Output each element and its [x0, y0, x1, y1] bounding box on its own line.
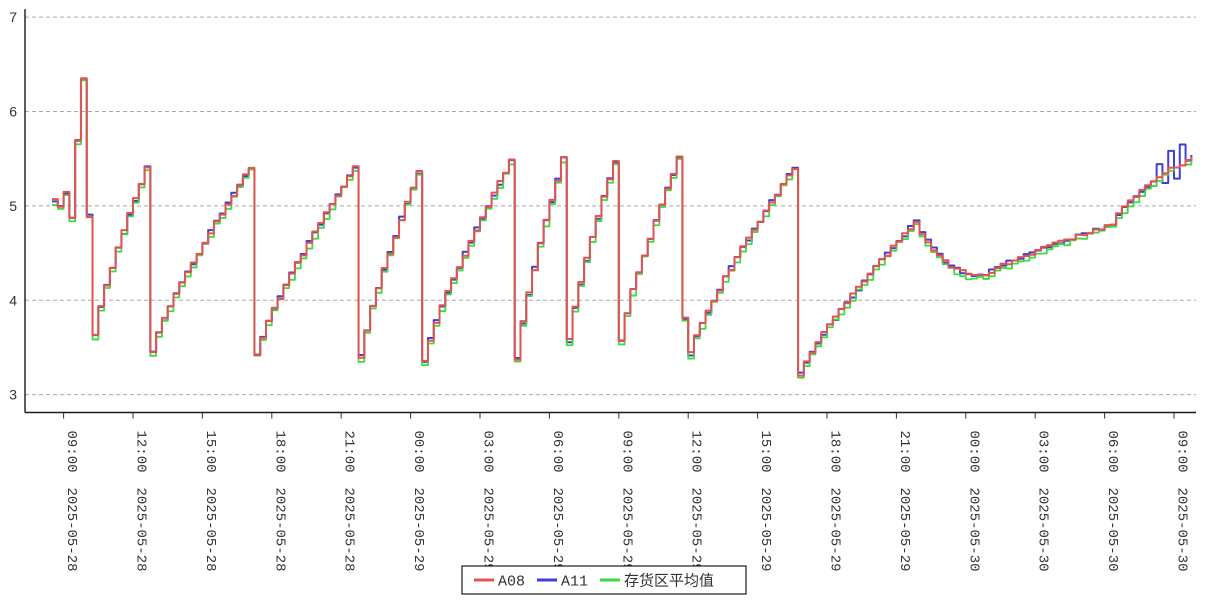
svg-text:00:00: 00:00 — [965, 431, 981, 473]
svg-text:4: 4 — [9, 292, 17, 308]
svg-text:2025-05-29: 2025-05-29 — [410, 488, 426, 572]
svg-text:6: 6 — [9, 104, 17, 120]
svg-text:06:00: 06:00 — [1104, 431, 1120, 473]
svg-text:A11: A11 — [561, 574, 588, 591]
svg-text:2025-05-30: 2025-05-30 — [965, 488, 981, 572]
svg-text:2025-05-28: 2025-05-28 — [202, 488, 218, 572]
svg-text:21:00: 21:00 — [341, 431, 357, 473]
svg-text:18:00: 18:00 — [271, 431, 287, 473]
svg-text:09:00: 09:00 — [1174, 431, 1190, 473]
svg-text:2025-05-29: 2025-05-29 — [480, 488, 496, 572]
svg-text:2025-05-30: 2025-05-30 — [1104, 488, 1120, 572]
svg-text:2025-05-29: 2025-05-29 — [757, 488, 773, 572]
svg-text:2025-05-30: 2025-05-30 — [1035, 488, 1051, 572]
svg-text:2025-05-29: 2025-05-29 — [896, 488, 912, 572]
svg-text:2025-05-28: 2025-05-28 — [341, 488, 357, 572]
svg-text:12:00: 12:00 — [133, 431, 149, 473]
svg-text:存货区平均值: 存货区平均值 — [624, 573, 714, 590]
svg-text:03:00: 03:00 — [1035, 431, 1051, 473]
svg-text:A08: A08 — [498, 574, 525, 591]
svg-text:2025-05-29: 2025-05-29 — [618, 488, 634, 572]
svg-text:21:00: 21:00 — [896, 431, 912, 473]
svg-text:2025-05-28: 2025-05-28 — [271, 488, 287, 572]
svg-text:15:00: 15:00 — [757, 431, 773, 473]
svg-text:7: 7 — [9, 9, 17, 25]
svg-text:3: 3 — [9, 387, 17, 403]
svg-text:15:00: 15:00 — [202, 431, 218, 473]
svg-text:5: 5 — [9, 198, 17, 214]
svg-text:2025-05-28: 2025-05-28 — [133, 488, 149, 572]
svg-text:2025-05-28: 2025-05-28 — [63, 488, 79, 572]
svg-text:09:00: 09:00 — [618, 431, 634, 473]
svg-text:2025-05-29: 2025-05-29 — [827, 488, 843, 572]
svg-text:18:00: 18:00 — [827, 431, 843, 473]
svg-text:03:00: 03:00 — [480, 431, 496, 473]
svg-text:06:00: 06:00 — [549, 431, 565, 473]
svg-text:09:00: 09:00 — [63, 431, 79, 473]
svg-text:00:00: 00:00 — [410, 431, 426, 473]
svg-text:12:00: 12:00 — [688, 431, 704, 473]
svg-text:2025-05-30: 2025-05-30 — [1174, 488, 1190, 572]
svg-text:2025-05-29: 2025-05-29 — [688, 488, 704, 572]
svg-text:2025-05-29: 2025-05-29 — [549, 488, 565, 572]
